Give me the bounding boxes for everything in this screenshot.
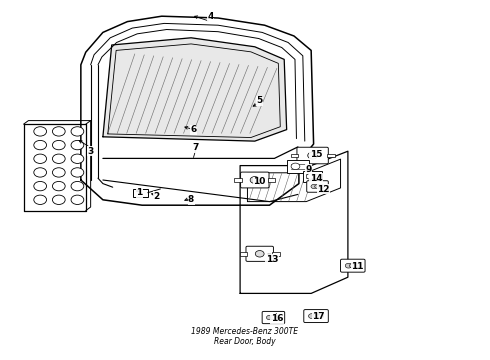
Bar: [234, 178, 242, 182]
FancyBboxPatch shape: [246, 246, 273, 261]
Circle shape: [309, 314, 315, 319]
Text: 11: 11: [351, 262, 364, 271]
FancyBboxPatch shape: [304, 310, 328, 323]
Circle shape: [349, 263, 356, 268]
Circle shape: [71, 195, 84, 204]
Circle shape: [71, 168, 84, 177]
Circle shape: [34, 140, 47, 150]
Circle shape: [274, 315, 280, 320]
Polygon shape: [81, 16, 314, 205]
Bar: [268, 178, 275, 182]
Circle shape: [34, 168, 47, 177]
Text: 17: 17: [312, 312, 325, 321]
Circle shape: [267, 315, 272, 320]
Circle shape: [345, 263, 352, 268]
Circle shape: [255, 251, 264, 257]
Circle shape: [52, 195, 65, 204]
Bar: [291, 154, 298, 157]
Circle shape: [308, 152, 318, 159]
Text: 15: 15: [310, 150, 322, 159]
Bar: [133, 189, 148, 197]
Circle shape: [52, 168, 65, 177]
Circle shape: [306, 174, 314, 179]
FancyBboxPatch shape: [262, 311, 285, 324]
Text: 4: 4: [207, 12, 214, 21]
Bar: [272, 252, 280, 256]
Circle shape: [34, 154, 47, 163]
Circle shape: [71, 181, 84, 191]
Text: 14: 14: [310, 174, 322, 183]
Text: 13: 13: [266, 255, 278, 264]
Bar: [327, 154, 335, 157]
FancyBboxPatch shape: [341, 259, 365, 272]
Circle shape: [34, 195, 47, 204]
Polygon shape: [240, 151, 348, 293]
Text: 16: 16: [270, 314, 283, 323]
FancyBboxPatch shape: [303, 171, 322, 182]
Circle shape: [313, 314, 319, 319]
Text: 1: 1: [137, 188, 143, 197]
Text: 3: 3: [88, 147, 94, 156]
Circle shape: [71, 140, 84, 150]
Circle shape: [71, 154, 84, 163]
Circle shape: [315, 184, 320, 189]
Circle shape: [270, 315, 276, 320]
Text: 5: 5: [257, 96, 263, 105]
FancyBboxPatch shape: [297, 147, 328, 164]
Text: 7: 7: [193, 143, 199, 152]
Text: 2: 2: [154, 192, 160, 201]
Text: 1989 Mercedes-Benz 300TE
Rear Door, Body: 1989 Mercedes-Benz 300TE Rear Door, Body: [192, 327, 298, 346]
Circle shape: [318, 184, 324, 189]
FancyBboxPatch shape: [241, 172, 269, 188]
Circle shape: [34, 127, 47, 136]
Circle shape: [71, 127, 84, 136]
Circle shape: [250, 177, 260, 183]
Circle shape: [34, 181, 47, 191]
Circle shape: [52, 127, 65, 136]
Text: 9: 9: [305, 165, 312, 174]
Circle shape: [52, 181, 65, 191]
Circle shape: [317, 314, 323, 319]
FancyBboxPatch shape: [287, 160, 309, 173]
Text: 12: 12: [317, 184, 330, 194]
Circle shape: [354, 263, 360, 268]
Circle shape: [311, 184, 317, 189]
FancyBboxPatch shape: [307, 181, 328, 192]
Text: 8: 8: [188, 195, 194, 204]
Circle shape: [52, 140, 65, 150]
Polygon shape: [103, 38, 287, 141]
Text: 6: 6: [191, 125, 196, 134]
Bar: [240, 252, 247, 256]
Polygon shape: [24, 124, 86, 211]
Circle shape: [291, 163, 300, 170]
Text: 10: 10: [253, 177, 266, 186]
Circle shape: [52, 154, 65, 163]
